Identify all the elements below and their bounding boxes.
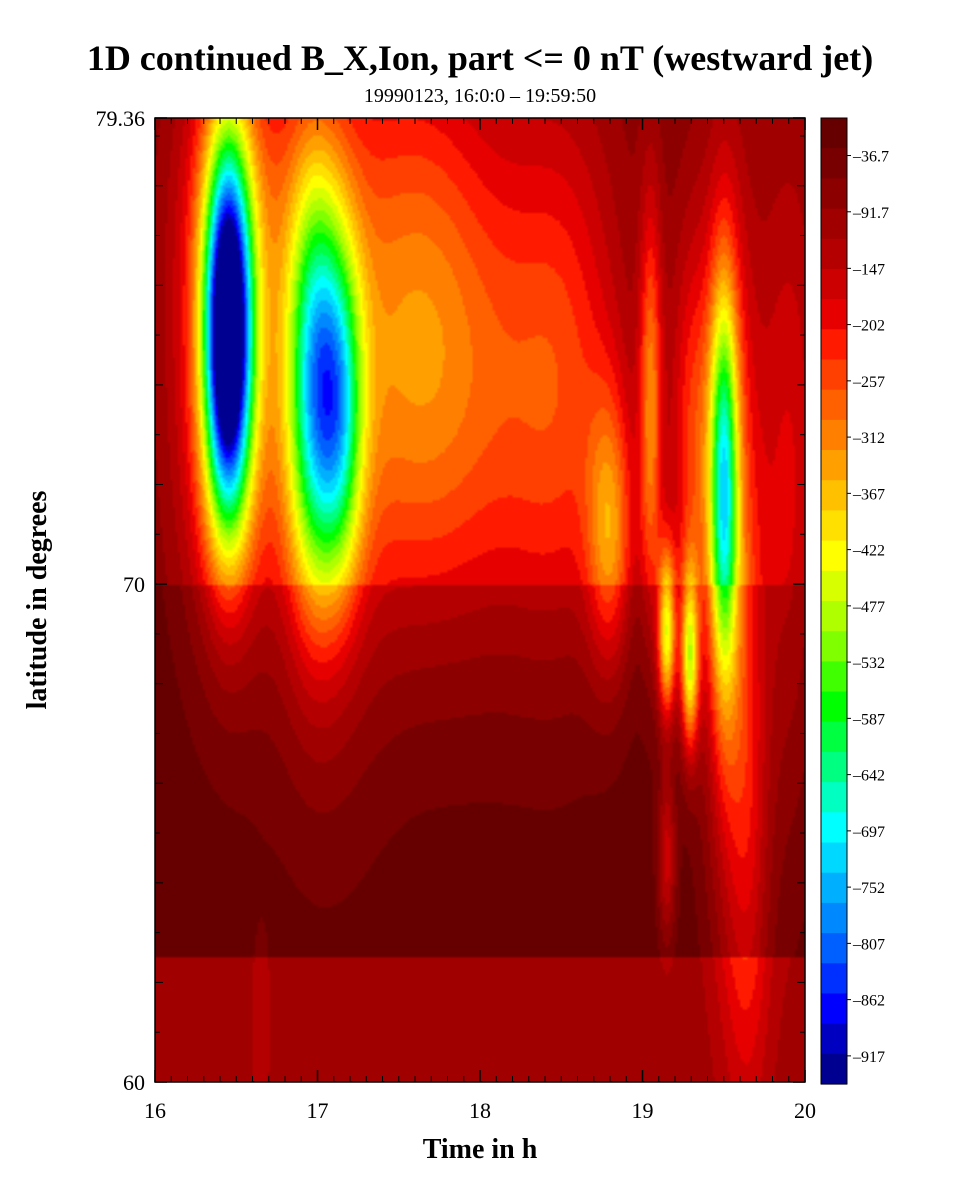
y-tick-label: 70	[123, 572, 145, 597]
colorbar-segment	[821, 359, 847, 391]
colorbar-segment	[821, 570, 847, 602]
colorbar-segment	[821, 510, 847, 542]
colorbar-segment	[821, 450, 847, 481]
y-axis: 60 70 79.36	[96, 106, 805, 1095]
colorbar-segment	[821, 1053, 847, 1085]
colorbar-label: –202	[852, 318, 885, 335]
colorbar-segment	[821, 389, 847, 421]
colorbar-segment	[821, 299, 847, 330]
x-tick-label: 17	[307, 1098, 329, 1123]
x-tick-label: 20	[794, 1098, 816, 1123]
colorbar-segment	[821, 1023, 847, 1055]
y-tick-label: 79.36	[96, 106, 146, 131]
colorbar-label: –862	[852, 993, 885, 1010]
y-tick-label: 60	[123, 1070, 145, 1095]
colorbar-label: –587	[852, 711, 885, 728]
colorbar-segment	[821, 329, 847, 361]
colorbar-segment	[821, 842, 847, 874]
colorbar-label: –477	[852, 599, 885, 616]
colorbar-label: –91.7	[852, 205, 889, 222]
colorbar-segment	[821, 480, 847, 512]
colorbar-segment	[821, 148, 847, 179]
colorbar-segment	[821, 782, 847, 813]
colorbar-label: –147	[852, 261, 885, 278]
colorbar-segment	[821, 178, 847, 210]
x-tick-label: 19	[632, 1098, 654, 1123]
colorbar-segment	[821, 268, 847, 300]
colorbar-segment	[821, 902, 847, 934]
x-axis-label: Time in h	[423, 1134, 538, 1165]
colorbar-segment	[821, 751, 847, 783]
chart-title: 1D continued B_X,Ion, part <= 0 nT (west…	[87, 38, 873, 78]
colorbar-label: –642	[852, 768, 885, 785]
heatmap-image	[155, 118, 805, 1082]
colorbar-segment	[821, 691, 847, 723]
colorbar-segment	[821, 208, 847, 240]
colorbar-label: –257	[852, 374, 885, 391]
colorbar-label: –697	[852, 824, 885, 841]
colorbar-label: –367	[852, 486, 885, 503]
colorbar-label: –422	[852, 543, 885, 560]
colorbar-segment	[821, 238, 847, 270]
colorbar-label: –532	[852, 655, 885, 672]
colorbar-segment	[821, 631, 847, 662]
x-tick-label: 18	[469, 1098, 491, 1123]
colorbar: –36.7 –91.7 –147 –202 –257 –312 –367 –422 –477 –5…	[820, 117, 889, 1085]
colorbar-segment	[821, 419, 847, 451]
colorbar-frame	[820, 117, 848, 1085]
colorbar-segment	[821, 872, 847, 904]
colorbar-label: –312	[852, 430, 885, 447]
colorbar-segment	[821, 601, 847, 632]
colorbar-segment	[821, 993, 847, 1025]
colorbar-segment	[821, 118, 847, 149]
colorbar-segment	[821, 540, 847, 572]
colorbar-label: –36.7	[852, 149, 889, 166]
colorbar-segment	[821, 963, 847, 995]
plot-area	[154, 117, 806, 1083]
y-axis-label: latitude in degrees	[22, 490, 53, 709]
colorbar-segment	[821, 933, 847, 964]
colorbar-segment	[821, 661, 847, 693]
colorbar-label: –807	[852, 936, 885, 953]
x-tick-label: 16	[144, 1098, 166, 1123]
x-axis: 16 17 18 19 20	[144, 118, 816, 1123]
colorbar-segment	[821, 721, 847, 753]
colorbar-segment	[821, 812, 847, 844]
colorbar-label: –917	[852, 1049, 885, 1066]
chart-subtitle: 19990123, 16:0:0 – 19:59:50	[364, 85, 596, 107]
colorbar-label: –752	[852, 880, 885, 897]
